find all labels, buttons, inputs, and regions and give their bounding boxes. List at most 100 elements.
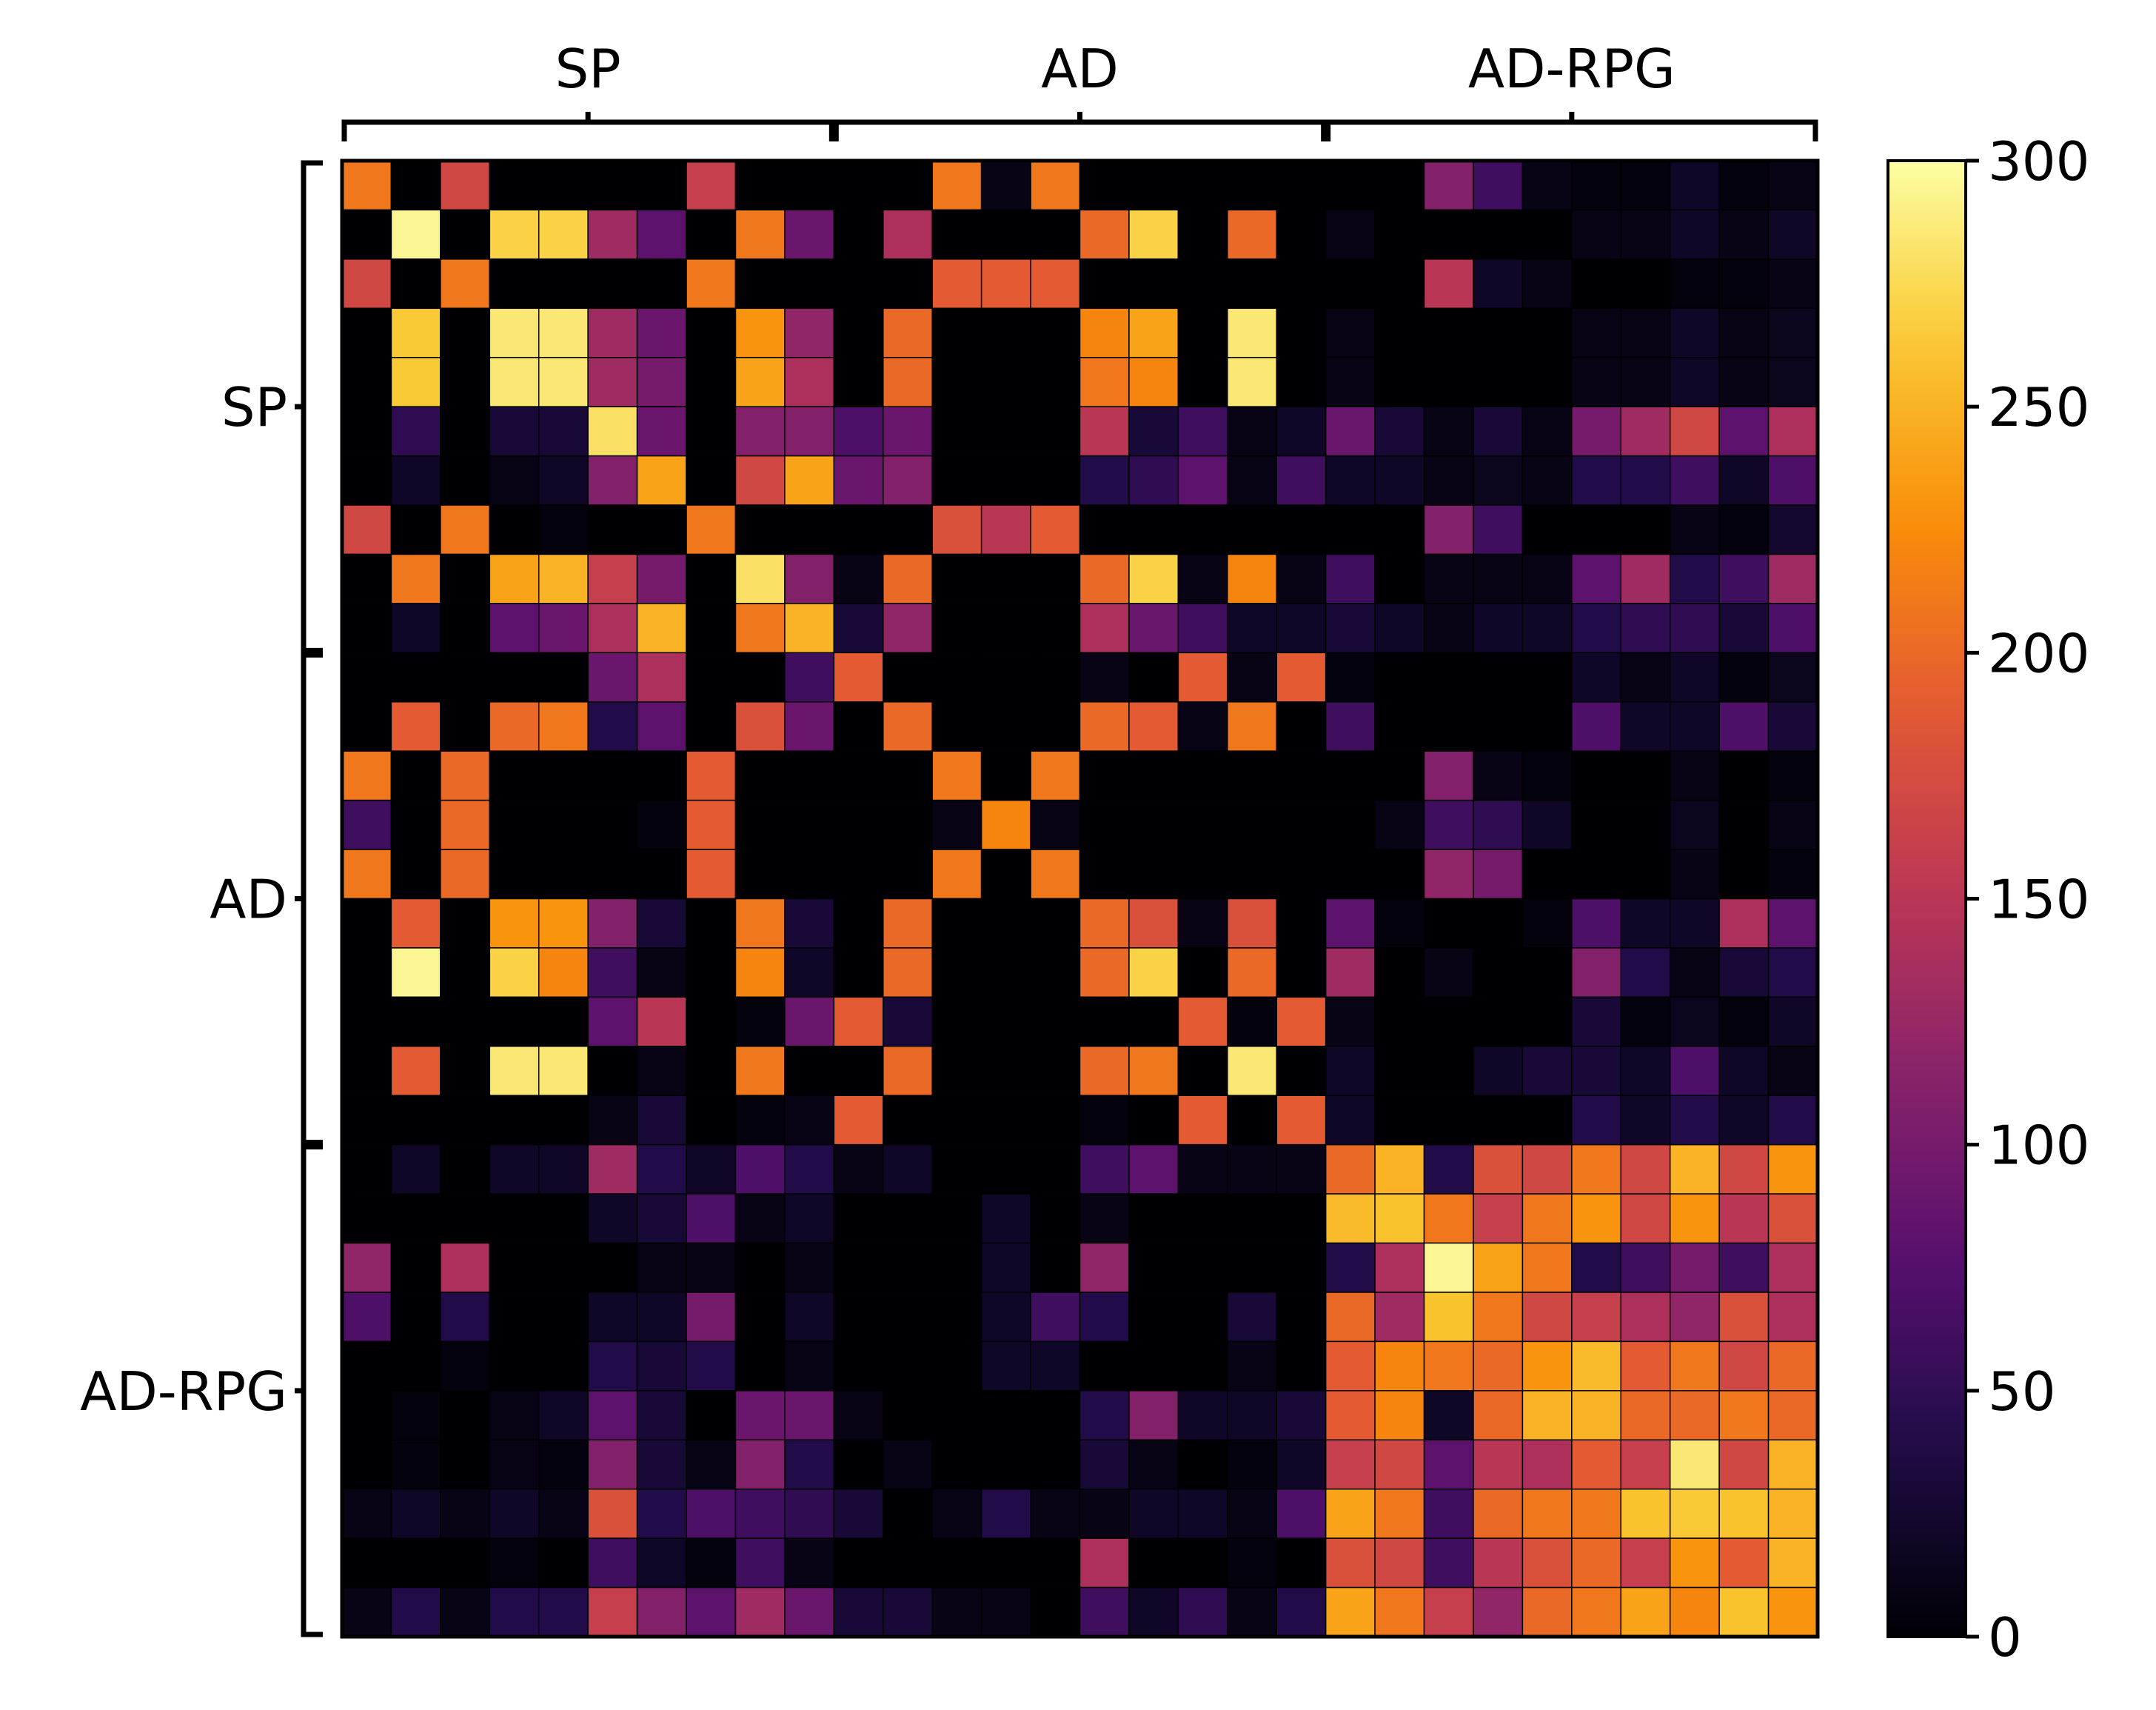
heatmap-cell <box>1669 750 1720 801</box>
heatmap-cell <box>1325 1242 1376 1293</box>
heatmap-cell <box>1473 898 1524 949</box>
heatmap-cell <box>1227 1193 1277 1244</box>
heatmap-cell <box>980 996 1031 1047</box>
heatmap-cell <box>390 406 441 457</box>
heatmap-cell <box>1767 947 1818 998</box>
colorbar-tick-label: 300 <box>1988 130 2089 193</box>
heatmap-cell <box>1473 356 1524 407</box>
heatmap-cell <box>440 1537 491 1589</box>
heatmap-cell <box>1227 1488 1277 1539</box>
heatmap-cell <box>1276 1193 1327 1244</box>
heatmap-cell <box>1128 947 1179 998</box>
heatmap-cell <box>1177 652 1228 703</box>
heatmap-cell <box>883 1242 933 1293</box>
heatmap-cell <box>1177 160 1228 211</box>
heatmap-cell <box>1325 406 1376 457</box>
heatmap-cell <box>1473 750 1524 801</box>
heatmap-cell <box>686 1488 737 1539</box>
heatmap-cell <box>784 1143 835 1195</box>
heatmap-cell <box>341 1586 392 1637</box>
heatmap-cell <box>1128 1537 1179 1589</box>
heatmap-cell <box>734 799 786 850</box>
heatmap-cell <box>341 1537 392 1589</box>
heatmap-cell <box>1571 553 1622 604</box>
heatmap-cell <box>440 1439 491 1490</box>
heatmap-cell <box>538 1193 589 1244</box>
heatmap-cell <box>1473 1390 1524 1441</box>
heatmap-cell <box>1473 1537 1524 1589</box>
heatmap-cell <box>1423 209 1474 260</box>
heatmap-cell <box>587 1242 638 1293</box>
heatmap-cell <box>784 652 835 703</box>
heatmap-cell <box>1128 1292 1179 1343</box>
heatmap-cell <box>636 1193 687 1244</box>
heatmap-cell <box>390 1439 441 1490</box>
heatmap-cell <box>1718 947 1770 998</box>
heatmap-cell <box>538 1046 589 1096</box>
heatmap-cell <box>1423 849 1474 900</box>
heatmap-cell <box>931 356 982 407</box>
heatmap-cell <box>1669 553 1720 604</box>
heatmap-cell <box>1030 1143 1081 1195</box>
heatmap-cell <box>784 1095 835 1146</box>
heatmap-cell <box>833 701 884 752</box>
heatmap-cell <box>1473 1292 1524 1343</box>
heatmap-cell <box>931 1586 982 1637</box>
heatmap-cell <box>686 1193 737 1244</box>
heatmap-cell <box>686 799 737 850</box>
heatmap-cell <box>784 504 835 555</box>
heatmap-cell <box>1325 209 1376 260</box>
heatmap-cell <box>1276 356 1327 407</box>
heatmap-cell <box>734 1143 786 1195</box>
heatmap-cell <box>538 947 589 998</box>
heatmap-cell <box>1718 553 1770 604</box>
heatmap-cell <box>1718 1488 1770 1539</box>
heatmap-cell <box>587 1488 638 1539</box>
heatmap-cell <box>1521 799 1573 850</box>
heatmap-cell <box>1473 160 1524 211</box>
heatmap-cell <box>784 356 835 407</box>
heatmap-cell <box>1079 799 1130 850</box>
heatmap-cell <box>636 603 687 654</box>
heatmap-cell <box>1227 258 1277 310</box>
heatmap-cell <box>1227 1143 1277 1195</box>
heatmap-cell <box>1374 1340 1425 1392</box>
heatmap-cell <box>1276 1537 1327 1589</box>
heatmap-cell <box>931 1143 982 1195</box>
heatmap-cell <box>1128 307 1179 358</box>
heatmap-cell <box>1767 406 1818 457</box>
heatmap-cell <box>636 1586 687 1637</box>
heatmap-cell <box>440 209 491 260</box>
heatmap-cell <box>440 750 491 801</box>
heatmap-cell <box>538 504 589 555</box>
heatmap-cell <box>1620 849 1671 900</box>
heatmap-cell <box>341 750 392 801</box>
heatmap-cell <box>1030 603 1081 654</box>
heatmap-cell <box>1767 504 1818 555</box>
heatmap-cell <box>686 1439 737 1490</box>
colorbar-gradient <box>1886 159 1967 1638</box>
heatmap-cell <box>1079 1292 1130 1343</box>
heatmap-cell <box>1767 1095 1818 1146</box>
heatmap-cell <box>390 504 441 555</box>
heatmap-cell <box>883 1340 933 1392</box>
heatmap-cell <box>1079 898 1130 949</box>
heatmap-cell <box>1227 356 1277 407</box>
heatmap-cell <box>1571 1439 1622 1490</box>
heatmap-cell <box>980 406 1031 457</box>
heatmap-cell <box>686 406 737 457</box>
heatmap-cell <box>1276 1488 1327 1539</box>
heatmap-cell <box>734 996 786 1047</box>
heatmap-cell <box>1374 947 1425 998</box>
heatmap-cell <box>1276 307 1327 358</box>
heatmap-cell <box>1325 1488 1376 1539</box>
heatmap-cell <box>1718 603 1770 654</box>
heatmap-cell <box>1571 258 1622 310</box>
heatmap-cell <box>734 701 786 752</box>
heatmap-cell <box>1669 701 1720 752</box>
heatmap-cell <box>686 1046 737 1096</box>
heatmap-cell <box>833 1242 884 1293</box>
heatmap-cell <box>1669 1537 1720 1589</box>
heatmap-cell <box>883 1193 933 1244</box>
